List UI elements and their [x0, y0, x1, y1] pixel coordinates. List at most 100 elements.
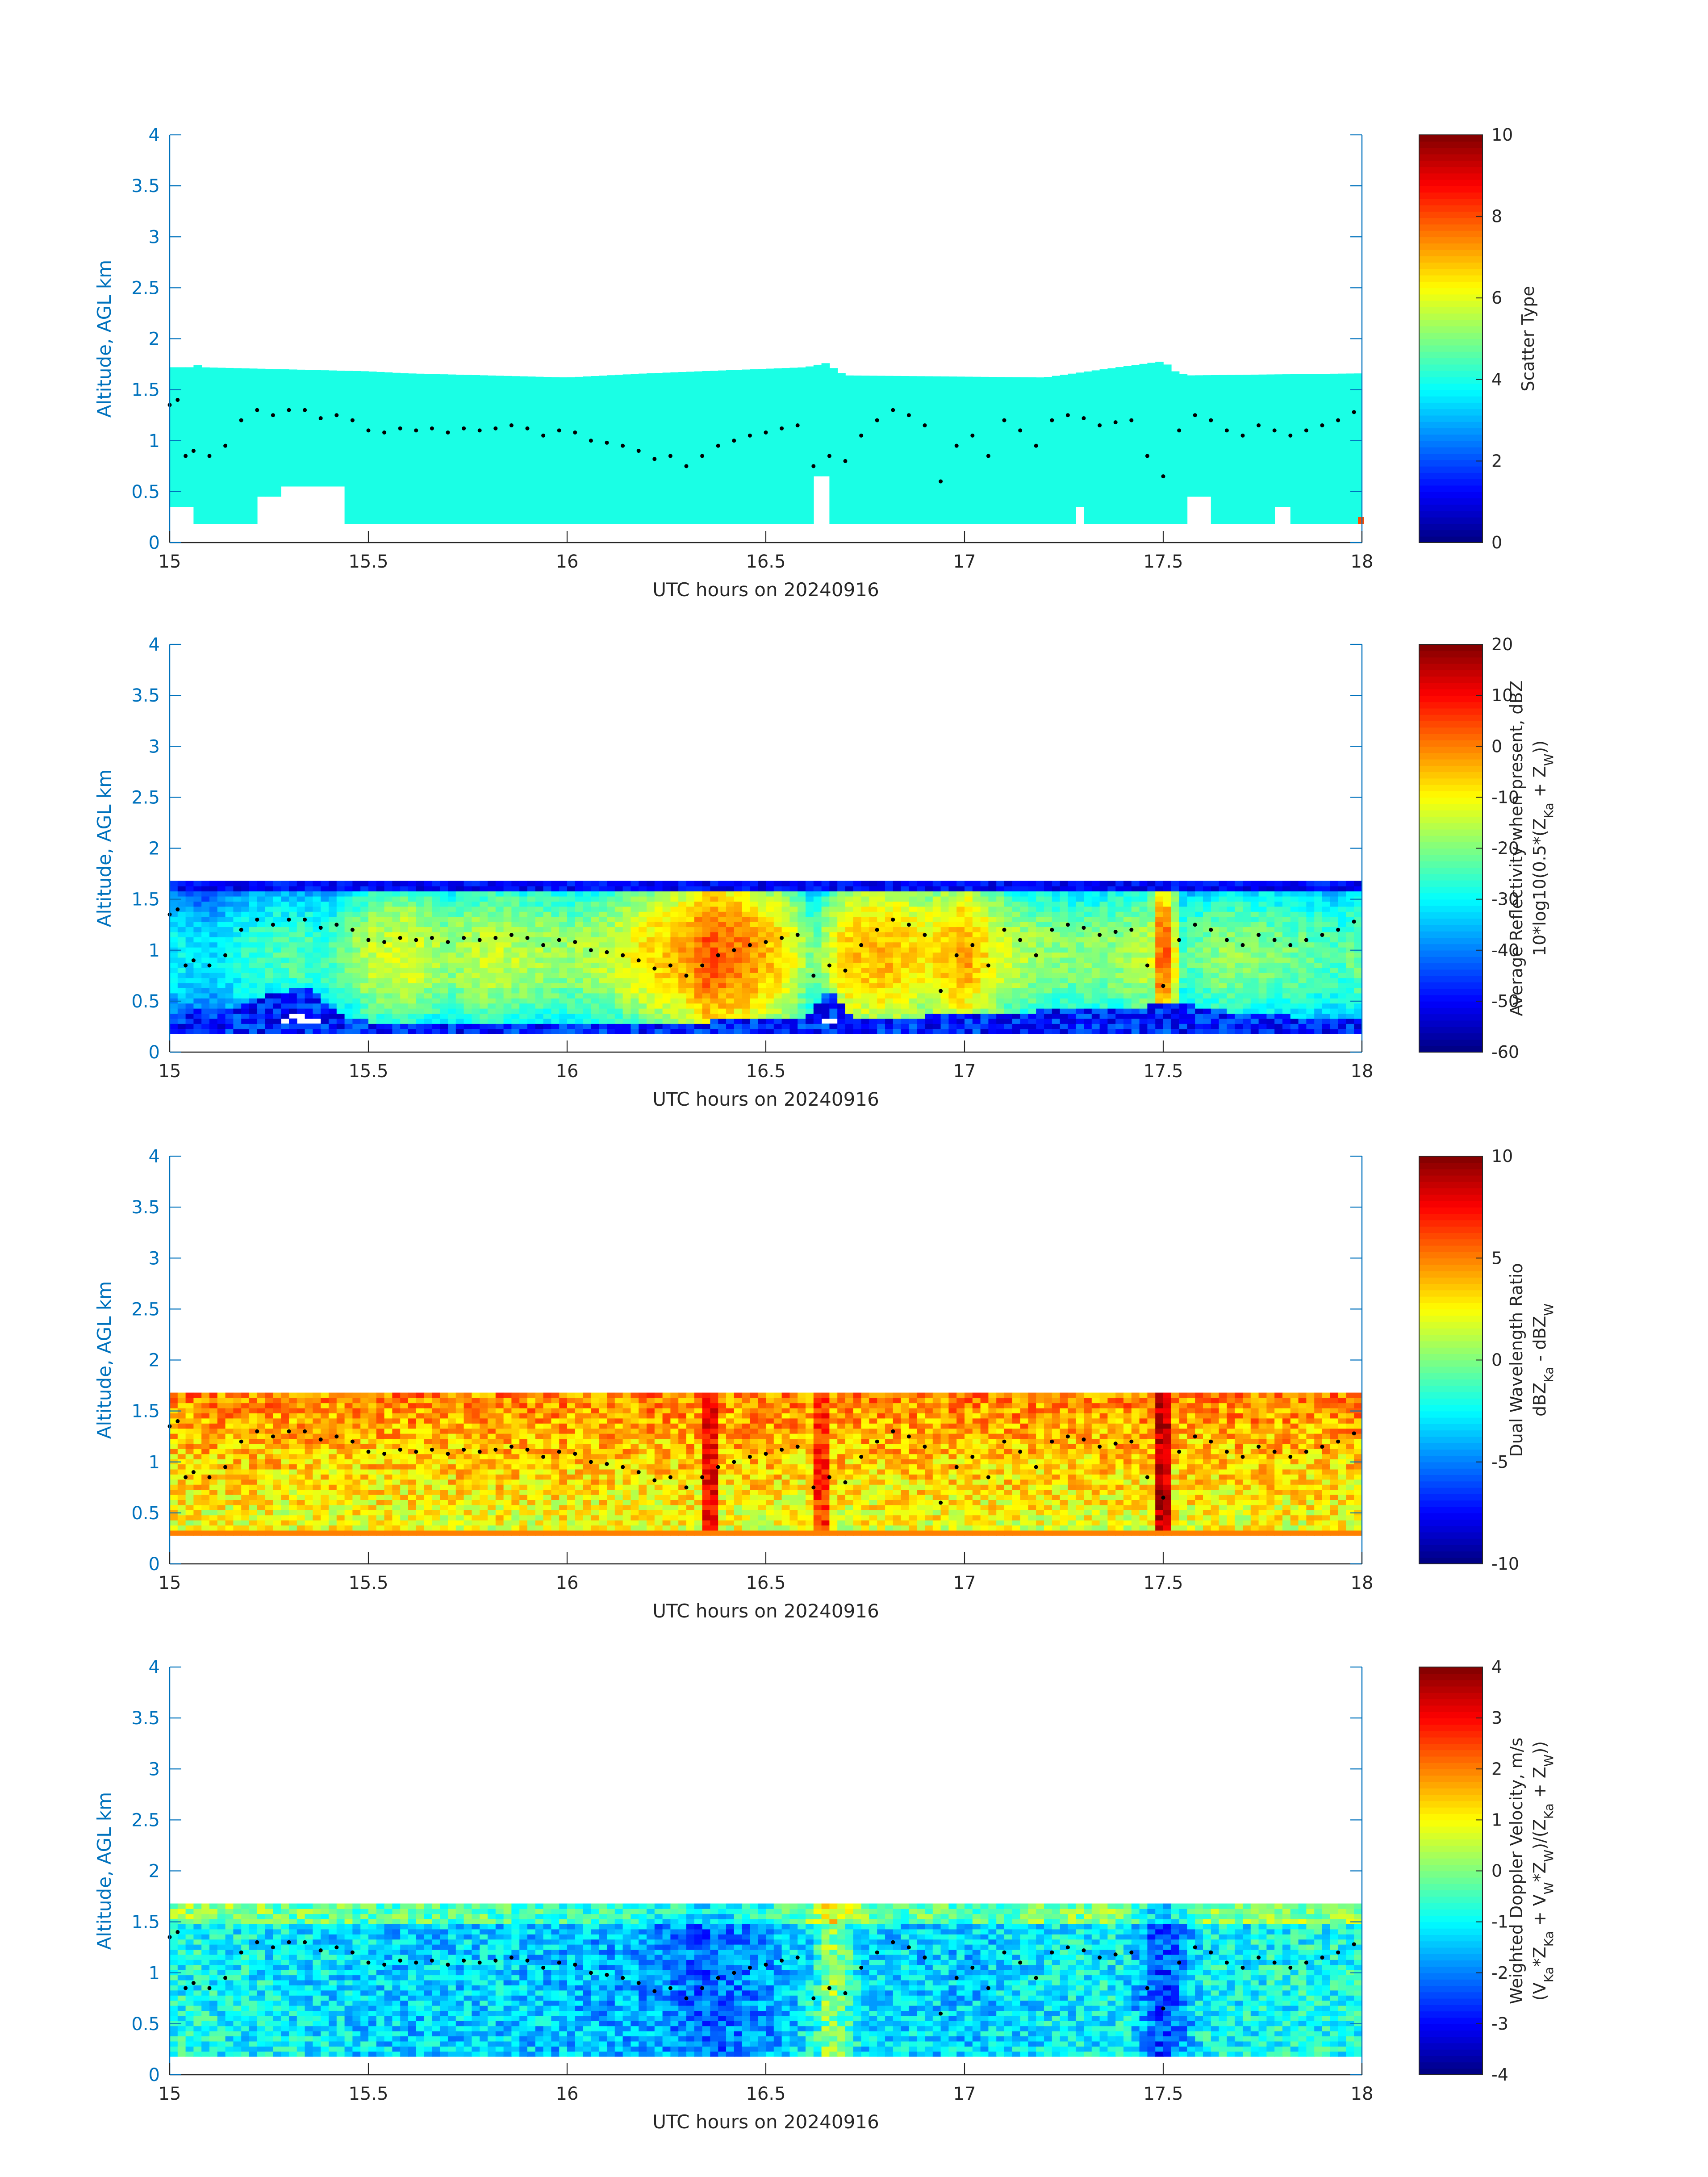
heatmap-cell: [845, 921, 854, 928]
heatmap-cell: [384, 962, 393, 968]
heatmap-cell: [583, 932, 592, 937]
heatmap-cell: [1131, 982, 1140, 989]
heatmap-cell: [909, 906, 917, 912]
heatmap-cell: [694, 1024, 703, 1029]
heatmap-cell: [956, 947, 965, 953]
heatmap-cell: [464, 988, 472, 994]
heatmap-cell: [909, 957, 917, 963]
heatmap-cell: [265, 896, 274, 902]
heatmap-cell: [1123, 1028, 1132, 1034]
heatmap-cell: [1338, 967, 1347, 973]
heatmap-cell: [1084, 916, 1092, 922]
heatmap-cell: [193, 891, 202, 897]
heatmap-cell: [392, 998, 401, 1004]
heatmap-cell: [607, 891, 615, 897]
heatmap-cell: [519, 906, 528, 912]
heatmap-cell: [360, 901, 369, 907]
heatmap-cell: [885, 937, 894, 943]
heatmap-cell: [225, 1003, 234, 1009]
colorbar-segment: [1419, 510, 1482, 518]
heatmap-cell: [1131, 978, 1140, 983]
heatmap-cell: [472, 952, 480, 958]
heatmap-cell: [519, 881, 528, 886]
heatmap-cell: [455, 1003, 464, 1009]
colorbar-segment: [1419, 351, 1482, 359]
heatmap-cell: [829, 972, 838, 978]
cloud-base-point: [366, 938, 371, 942]
heatmap-cell: [773, 886, 782, 892]
heatmap-cell: [185, 896, 194, 902]
heatmap-cell: [766, 932, 774, 937]
heatmap-cell: [1044, 972, 1052, 978]
heatmap-cell: [1044, 947, 1052, 953]
heatmap-cell: [1068, 896, 1076, 902]
heatmap-cell: [917, 962, 925, 968]
heatmap-cell: [1330, 373, 1339, 524]
heatmap-cell: [694, 906, 703, 912]
heatmap-cell: [1314, 1024, 1323, 1029]
heatmap-cell: [1155, 932, 1164, 937]
heatmap-cell: [654, 978, 663, 983]
heatmap-cell: [806, 942, 814, 948]
heatmap-cell: [1203, 901, 1211, 907]
heatmap-cell: [1099, 993, 1108, 999]
heatmap-cell: [622, 988, 631, 994]
heatmap-cell: [885, 881, 894, 886]
heatmap-cell: [631, 901, 639, 907]
heatmap-cell: [1203, 1028, 1211, 1034]
heatmap-cell: [1163, 906, 1172, 912]
heatmap-cell: [1243, 1024, 1251, 1029]
heatmap-cell: [1266, 1013, 1275, 1019]
heatmap-cell: [853, 952, 862, 958]
heatmap-cell: [686, 1013, 695, 1019]
heatmap-cell: [170, 932, 178, 937]
heatmap-cell: [583, 982, 592, 989]
heatmap-cell: [368, 1028, 377, 1034]
heatmap-cell: [869, 881, 877, 886]
heatmap-cell: [639, 906, 647, 912]
heatmap-cell: [511, 993, 520, 999]
heatmap-cell: [742, 927, 751, 932]
heatmap-cell: [1060, 993, 1069, 999]
heatmap-cell: [1227, 932, 1235, 937]
heatmap-cell: [1099, 881, 1108, 886]
heatmap-cell: [988, 891, 997, 897]
heatmap-cell: [1346, 891, 1354, 897]
heatmap-cell: [257, 988, 266, 994]
heatmap-cell: [1052, 1008, 1061, 1014]
heatmap-cell: [996, 881, 1005, 886]
heatmap-cell: [1258, 1003, 1267, 1009]
heatmap-cell: [1131, 932, 1140, 937]
heatmap-cell: [1147, 932, 1156, 937]
heatmap-cell: [480, 978, 488, 983]
heatmap-cell: [1012, 998, 1021, 1004]
heatmap-cell: [265, 1024, 274, 1029]
heatmap-cell: [455, 967, 464, 973]
heatmap-cell: [631, 881, 639, 886]
heatmap-cell: [1290, 911, 1299, 917]
heatmap-cell: [591, 947, 599, 953]
heatmap-cell: [448, 927, 456, 932]
heatmap-cell: [742, 962, 751, 968]
heatmap-cell: [813, 998, 822, 1004]
colorbar-segment: [1419, 217, 1482, 225]
heatmap-cell: [511, 947, 520, 953]
heatmap-cell: [972, 886, 981, 892]
heatmap-cell: [1346, 1024, 1354, 1029]
heatmap-cell: [1012, 916, 1021, 922]
heatmap-cell: [170, 942, 178, 948]
heatmap-cell: [996, 1018, 1005, 1024]
heatmap-cell: [631, 911, 639, 917]
heatmap-cell: [551, 957, 560, 963]
heatmap-cell: [917, 927, 925, 932]
heatmap-cell: [233, 1024, 242, 1029]
heatmap-cell: [1068, 1013, 1076, 1019]
heatmap-cell: [917, 998, 925, 1004]
heatmap-cell: [614, 375, 623, 524]
heatmap-cell: [766, 942, 774, 948]
heatmap-cell: [837, 998, 846, 1004]
heatmap-cell: [1036, 947, 1044, 953]
heatmap-cell: [201, 911, 210, 917]
heatmap-cell: [511, 1028, 520, 1034]
heatmap-cell: [352, 1013, 361, 1019]
